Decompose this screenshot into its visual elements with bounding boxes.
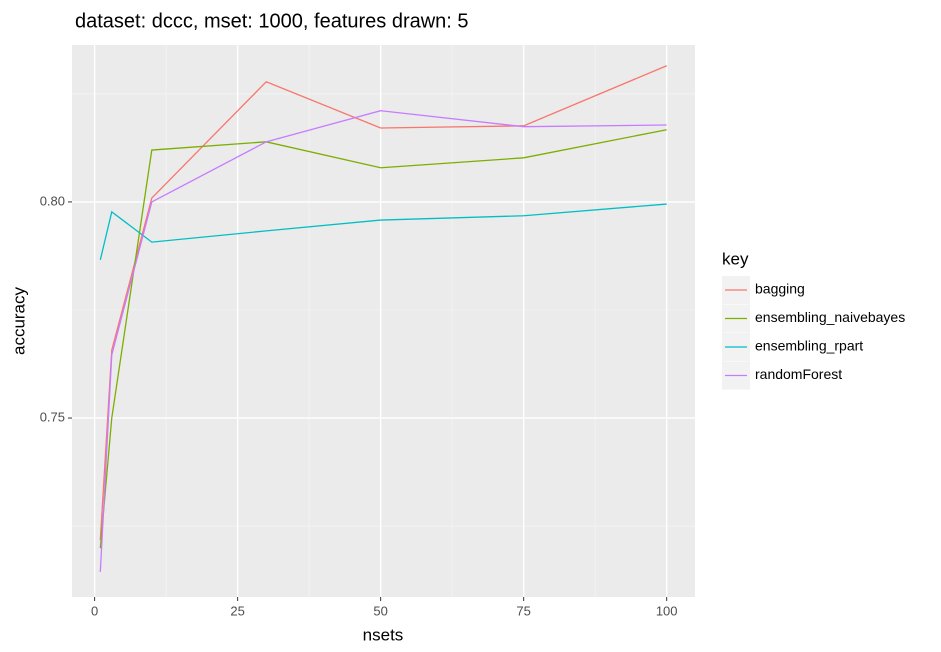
series-line xyxy=(99,65,667,540)
y-axis-title: accuracy xyxy=(9,286,28,355)
series-line xyxy=(99,110,667,572)
y-tick-label: 0.80 xyxy=(40,193,65,208)
x-tick-label: 100 xyxy=(656,603,678,618)
series-line xyxy=(99,203,667,260)
x-tick-label: 50 xyxy=(373,603,387,618)
panel xyxy=(72,45,695,597)
legend-label: ensembling_naivebayes xyxy=(755,309,905,325)
x-tick-label: 0 xyxy=(91,603,98,618)
legend: bagging ensembling_naivebayes ensembling_r… xyxy=(722,276,905,390)
x-axis-title: nsets xyxy=(363,625,404,644)
chart-title: dataset: dccc, mset: 1000, features draw… xyxy=(75,10,469,32)
legend-label: ensembling_rpart xyxy=(755,338,863,354)
y-tick-label: 0.75 xyxy=(40,409,65,424)
legend-title: key xyxy=(722,249,749,268)
x-tick-label: 25 xyxy=(230,603,244,618)
legend-label: bagging xyxy=(755,281,805,297)
grid: 0.75 0.80 0 25 50 75 100 xyxy=(40,45,695,618)
lines xyxy=(99,65,667,572)
x-tick-label: 75 xyxy=(516,603,530,618)
legend-label: randomForest xyxy=(755,366,842,382)
